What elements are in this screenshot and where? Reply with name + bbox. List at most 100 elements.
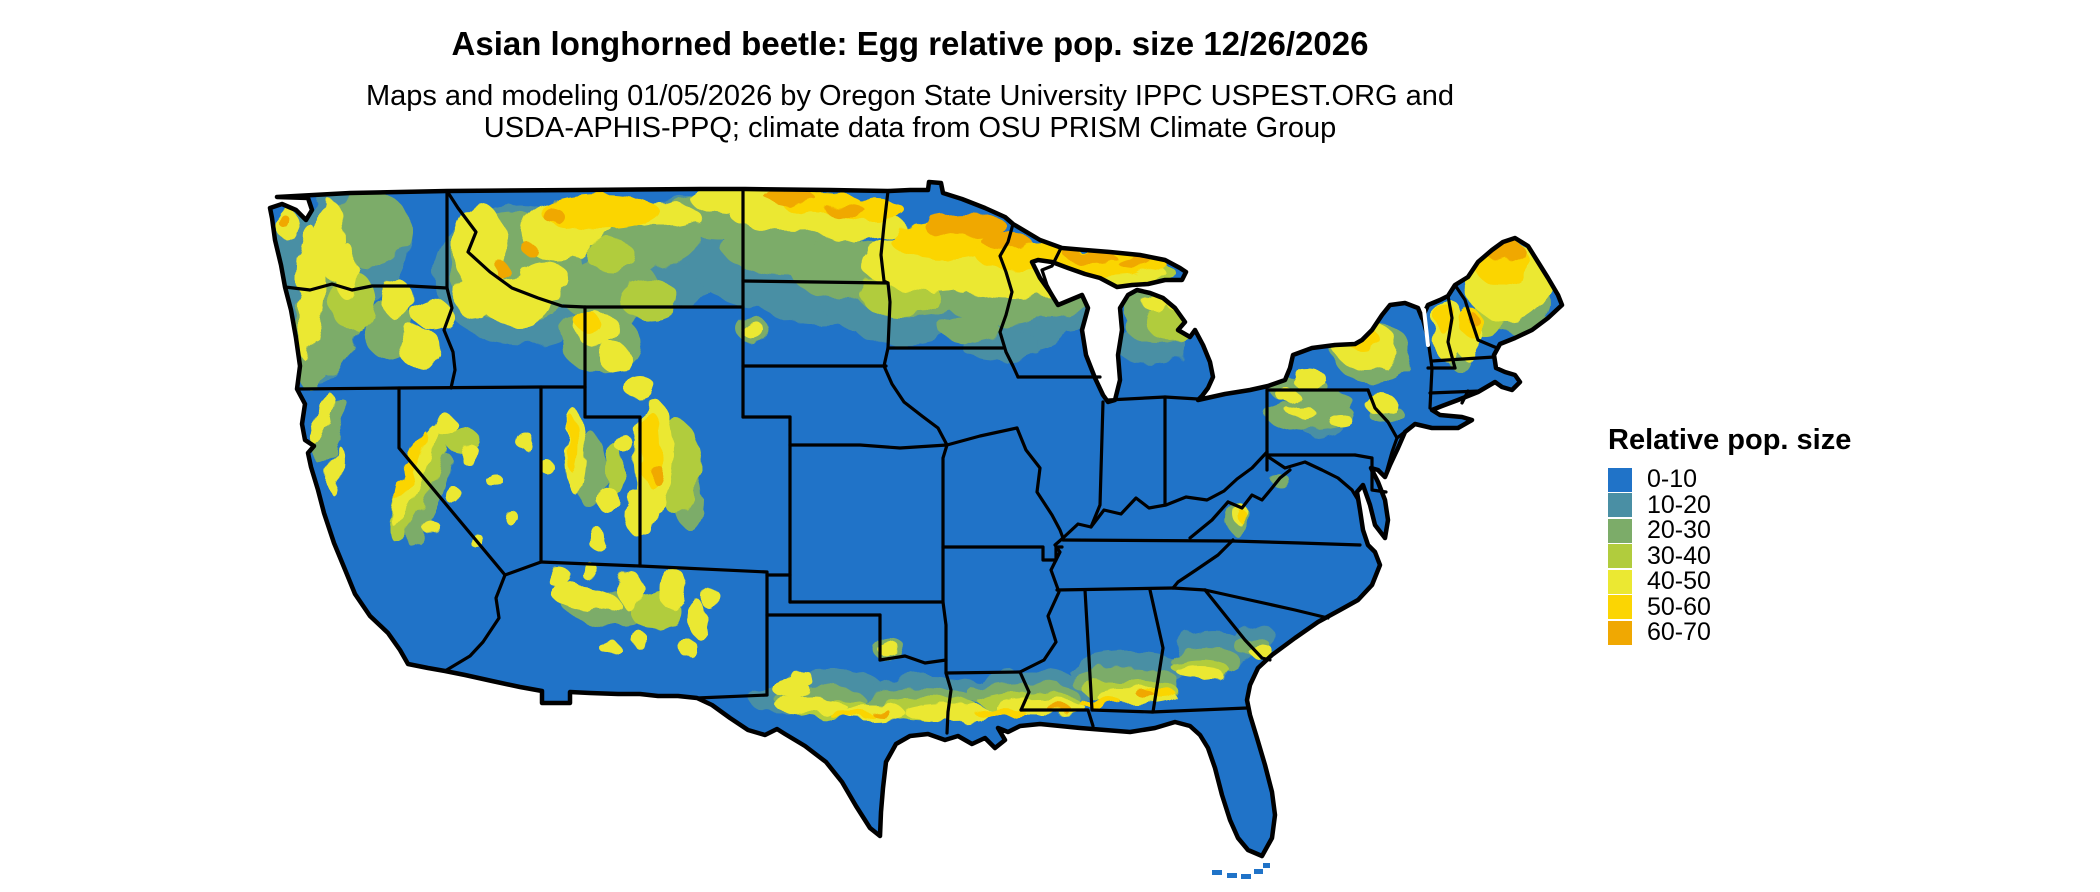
raster-blob bbox=[792, 670, 812, 684]
florida-keys bbox=[1212, 863, 1270, 879]
legend-swatch bbox=[1608, 493, 1632, 518]
raster-blob bbox=[828, 710, 872, 718]
raster-blob bbox=[309, 393, 335, 447]
raster-blob bbox=[398, 328, 442, 368]
map-title: Asian longhorned beetle: Egg relative po… bbox=[451, 25, 1369, 62]
legend-swatch bbox=[1608, 569, 1632, 594]
legend-item-10-20: 10-20 bbox=[1608, 490, 1851, 519]
raster-blob bbox=[974, 709, 1026, 717]
raster-blob bbox=[618, 570, 642, 610]
legend-label: 60-70 bbox=[1647, 618, 1711, 647]
lake-champlain bbox=[1422, 308, 1430, 347]
raster-blob bbox=[455, 276, 495, 320]
legend-item-60-70: 60-70 bbox=[1608, 618, 1851, 647]
raster-blob bbox=[1328, 414, 1352, 426]
raster-blob bbox=[877, 640, 899, 656]
raster-blob bbox=[775, 696, 845, 714]
raster-blob bbox=[423, 521, 441, 535]
raster-blob bbox=[1178, 666, 1222, 680]
raster-blob bbox=[492, 261, 508, 275]
raster-blob bbox=[680, 638, 696, 658]
raster-blob bbox=[550, 583, 620, 613]
legend-label: 50-60 bbox=[1647, 592, 1711, 621]
raster-blob bbox=[905, 705, 995, 721]
legend-swatch bbox=[1608, 467, 1632, 492]
raster-blob bbox=[625, 376, 655, 400]
raster-blob bbox=[1286, 405, 1314, 417]
legend-item-30-40: 30-40 bbox=[1608, 541, 1851, 570]
legend-item-50-60: 50-60 bbox=[1608, 592, 1851, 621]
legend-item-40-50: 40-50 bbox=[1608, 567, 1851, 595]
raster-blob bbox=[460, 444, 480, 466]
raster-blob bbox=[704, 588, 720, 612]
raster-blob bbox=[580, 565, 600, 579]
raster-blob bbox=[541, 461, 555, 475]
legend-item-0-10: 0-10 bbox=[1608, 465, 1851, 494]
raster-blob bbox=[523, 244, 537, 256]
map-subtitle: Maps and modeling 01/05/2026 by Oregon S… bbox=[210, 80, 1610, 144]
raster-blob bbox=[566, 416, 578, 472]
raster-blob bbox=[383, 280, 413, 320]
raster-blob bbox=[542, 206, 562, 222]
legend-label: 10-20 bbox=[1647, 490, 1711, 519]
raster-blob bbox=[600, 641, 620, 655]
raster-blob bbox=[597, 487, 619, 513]
legend-label: 30-40 bbox=[1647, 541, 1711, 570]
raster-blob bbox=[870, 709, 890, 715]
legend-label: 20-30 bbox=[1647, 516, 1711, 545]
raster-blob bbox=[742, 321, 764, 339]
raster-blob bbox=[585, 240, 635, 270]
raster-blob bbox=[649, 462, 661, 482]
legend-title: Relative pop. size bbox=[1608, 424, 1852, 456]
raster-blob bbox=[391, 423, 437, 527]
raster-blob bbox=[923, 214, 1007, 238]
map-subtitle-line1: Maps and modeling 01/05/2026 by Oregon S… bbox=[365, 80, 1455, 112]
raster-blob bbox=[327, 446, 345, 494]
raster-blob bbox=[576, 312, 600, 332]
raster-blob bbox=[447, 488, 463, 506]
raster-blob bbox=[605, 445, 625, 495]
raster-blob bbox=[279, 214, 289, 228]
raster-blob bbox=[587, 527, 605, 549]
raster-blob bbox=[825, 204, 865, 216]
raster-blob bbox=[547, 569, 573, 587]
raster-blob bbox=[484, 471, 500, 485]
map-legend: Relative pop. size 0-10 10-20 20-30 30-40 40… bbox=[1608, 424, 1851, 646]
raster-blob bbox=[313, 396, 347, 464]
raster-blob bbox=[1292, 371, 1328, 389]
raster-blob bbox=[765, 191, 815, 203]
legend-swatch bbox=[1608, 544, 1632, 569]
raster-blob bbox=[940, 318, 1000, 342]
raster-blob bbox=[1527, 279, 1553, 305]
legend-swatch bbox=[1608, 518, 1632, 543]
state-borders bbox=[270, 182, 1562, 856]
raster-blob bbox=[1136, 691, 1154, 697]
raster-blob bbox=[1250, 645, 1274, 659]
raster-blob bbox=[620, 280, 680, 320]
legend-item-20-30: 20-30 bbox=[1608, 516, 1851, 545]
raster-blob bbox=[433, 416, 457, 434]
legend-swatch bbox=[1608, 620, 1632, 645]
raster-blob bbox=[505, 511, 519, 525]
raster-blob bbox=[405, 451, 451, 545]
legend-label: 0-10 bbox=[1647, 465, 1698, 494]
raster-patches bbox=[275, 185, 1553, 721]
raster-blob bbox=[1078, 698, 1122, 706]
raster-blob bbox=[515, 431, 533, 449]
raster-blob bbox=[687, 600, 707, 636]
raster-blob bbox=[333, 242, 357, 298]
raster-blob bbox=[631, 633, 649, 647]
raster-blob bbox=[540, 194, 660, 230]
map-subtitle-line2: USDA-APHIS-PPQ; climate data from OSU PR… bbox=[483, 112, 1337, 144]
raster-blob bbox=[659, 566, 685, 610]
raster-blob bbox=[599, 344, 631, 372]
raster-blob bbox=[394, 429, 426, 501]
raster-blob bbox=[1117, 256, 1153, 268]
legend-items: 0-10 10-20 20-30 30-40 40-50 50-60 60-70 bbox=[1608, 465, 1851, 647]
legend-swatch bbox=[1608, 595, 1632, 620]
raster-blob bbox=[1239, 510, 1247, 524]
raster-blob bbox=[520, 262, 570, 298]
raster-blob bbox=[412, 299, 452, 329]
